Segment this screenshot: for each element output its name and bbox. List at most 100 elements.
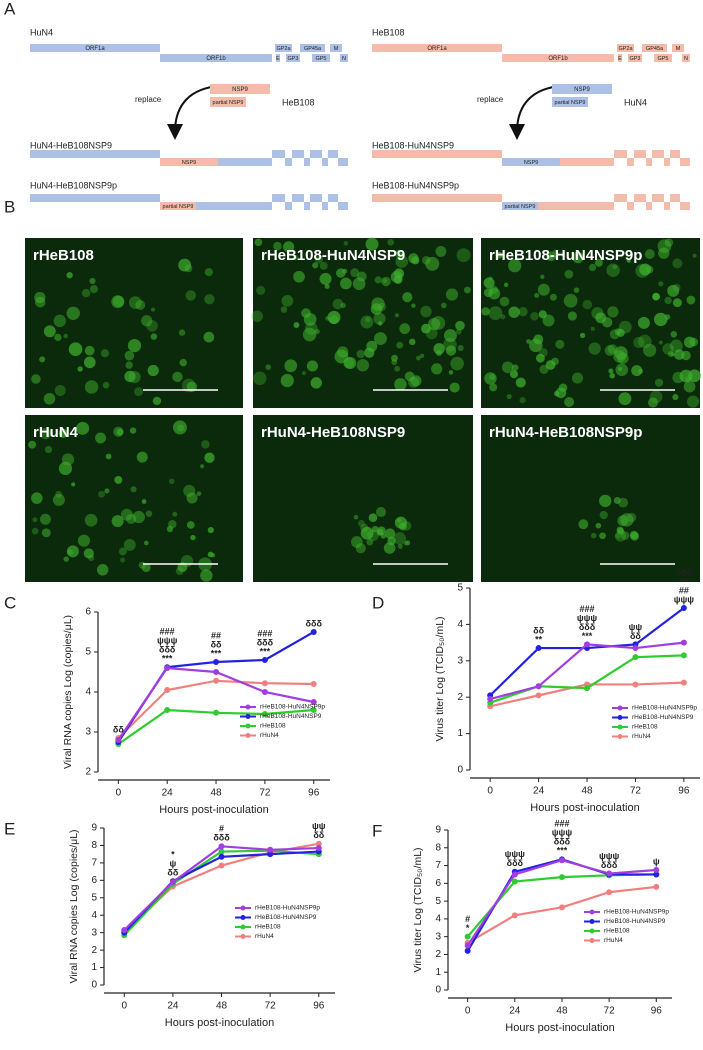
chimera-part (627, 158, 634, 166)
cell-cluster (31, 374, 41, 384)
cell-cluster (280, 373, 294, 388)
cell-cluster (535, 353, 545, 363)
cell-cluster (489, 383, 498, 392)
replace-label: replace (477, 95, 504, 104)
cell-cluster (102, 381, 110, 389)
cell-cluster (609, 372, 615, 379)
significance-mark: ψ (653, 856, 660, 866)
cell-cluster (489, 373, 496, 381)
y-axis-label: Virus titer Log (TCID₅₀/mL) (434, 616, 446, 741)
chimera-insert-label: NSP9 (524, 160, 538, 166)
x-tick-label: 0 (487, 786, 493, 797)
micrograph-label: rHuN4-HeB108NSP9 (261, 424, 405, 441)
gene-label: GP45a (646, 46, 664, 52)
significance-mark: *** (557, 846, 568, 856)
panel-label: A (4, 0, 16, 18)
gene-label: GP3 (629, 56, 640, 62)
chimera-part (670, 150, 680, 158)
point (218, 862, 225, 869)
legend-label: rHeB108 (632, 724, 658, 731)
cell-cluster (483, 277, 495, 289)
cell-cluster (594, 258, 603, 267)
significance-mark: δδδ (159, 645, 176, 655)
cell-cluster (443, 329, 457, 342)
cell-cluster (374, 276, 382, 284)
cell-cluster (416, 355, 421, 361)
x-axis-label: Hours post-inoculation (530, 802, 639, 814)
y-tick-label: 2 (435, 949, 441, 960)
cell-cluster (488, 306, 503, 320)
significance-mark: ψψ (312, 821, 326, 831)
legend-label: rHeB108-HuN4NSP9 (604, 918, 666, 925)
chimera-insert (502, 158, 560, 166)
point (164, 665, 171, 671)
cell-cluster (146, 320, 158, 332)
cell-cluster (351, 536, 363, 548)
point (584, 641, 591, 648)
legend-label: rHeB108-HuN4NSP9 (255, 914, 317, 921)
cell-cluster (52, 493, 65, 506)
cell-cluster (150, 333, 158, 340)
point (267, 851, 274, 858)
legend-label: rHuN4 (604, 937, 623, 944)
cell-cluster (402, 292, 413, 303)
cell-cluster (112, 295, 125, 308)
legend-label: rHeB108-HuN4NSP9 (632, 714, 694, 721)
y-tick-label: 6 (85, 607, 91, 618)
significance-mark: δδ (211, 639, 222, 649)
cell-cluster (573, 287, 580, 293)
cell-cluster (483, 288, 493, 298)
cell-cluster (686, 295, 696, 305)
cell-cluster (360, 526, 374, 540)
legend-marker (617, 705, 623, 711)
cell-cluster (77, 534, 91, 547)
cell-cluster (530, 311, 539, 321)
point (511, 878, 518, 885)
cell-cluster (200, 569, 213, 582)
cell-cluster (306, 360, 318, 372)
gene-label: GP2a (276, 46, 291, 52)
cell-cluster (391, 359, 398, 366)
cell-cluster (207, 526, 214, 534)
cell-cluster (572, 251, 584, 264)
chimera-insert-label: NSP9 (182, 160, 196, 166)
panel-label: B (4, 197, 15, 216)
cell-cluster (66, 272, 73, 279)
y-tick-label: 5 (435, 896, 441, 907)
cell-cluster (77, 366, 83, 372)
cell-cluster (204, 268, 213, 277)
point (267, 846, 274, 853)
cell-cluster (314, 329, 320, 335)
y-tick-label: 6 (91, 875, 97, 886)
point (653, 883, 660, 890)
x-axis-label: Hours post-inoculation (159, 804, 268, 816)
cell-cluster (450, 356, 464, 371)
cell-cluster (617, 352, 629, 364)
cell-cluster (340, 277, 352, 290)
micrograph-bg (253, 415, 473, 582)
insert-label: NSP9 (574, 87, 590, 93)
cell-cluster (178, 258, 192, 272)
significance-mark: ### (257, 628, 272, 638)
x-tick-label: 48 (210, 788, 222, 799)
cell-cluster (545, 360, 556, 370)
cell-cluster (66, 545, 79, 558)
cell-cluster (150, 307, 156, 312)
cell-cluster (375, 506, 387, 518)
cell-cluster (419, 353, 425, 359)
point (169, 879, 176, 886)
cell-cluster (39, 356, 46, 363)
significance-mark: δδδ (306, 618, 323, 628)
micrograph-label: rHeB108 (33, 247, 94, 264)
cell-cluster (515, 377, 526, 388)
cell-cluster (324, 283, 330, 289)
cell-cluster (672, 394, 679, 401)
point (310, 699, 317, 705)
micrograph: rHeB108-HuN4NSP9p (481, 238, 701, 408)
cell-cluster (638, 368, 643, 374)
cell-cluster (518, 307, 528, 317)
gene (330, 44, 342, 52)
point (121, 927, 128, 934)
panel-label: F (372, 821, 382, 840)
